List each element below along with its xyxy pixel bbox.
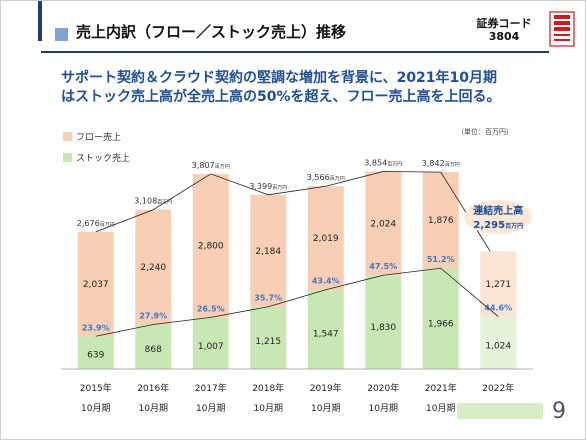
total-value-label: 3,842百万円: [422, 159, 460, 168]
bar-stock: [365, 275, 402, 369]
x-tick-label: 2015年: [80, 382, 112, 394]
bar-flow: [135, 209, 172, 325]
unit-note: （単位：百万円）: [457, 127, 513, 136]
flow-value-label: 2,024: [370, 219, 396, 229]
flow-value-label: 2,184: [255, 247, 281, 257]
flow-value-label: 2,240: [140, 263, 166, 273]
stock-ratio-label: 35.7%: [254, 294, 282, 303]
stock-ratio-label: 43.4%: [312, 277, 340, 286]
bar-stock: [250, 306, 287, 369]
x-tick-label: 2016年: [137, 382, 169, 394]
footer-decoration: [457, 403, 543, 419]
stock-value-label: 639: [87, 350, 104, 360]
revenue-callout-title: 連結売上高: [473, 204, 523, 217]
total-trend-connector: [440, 171, 491, 252]
flow-value-label: 1,271: [485, 280, 511, 290]
stock-value-label: 1,966: [428, 320, 454, 330]
total-value-label: 3,399百万円: [249, 182, 287, 191]
x-tick-label: 2017年: [195, 382, 227, 394]
flow-value-label: 2,019: [313, 234, 339, 244]
x-tick-label: 2018年: [252, 382, 284, 394]
headline-line-2: はストック売上高が全売上高の50%を超え、フロー売上高を上回る。: [61, 89, 501, 105]
revenue-callout-bubble: [464, 200, 533, 234]
stock-ratio-label: 47.5%: [369, 262, 397, 271]
legend-label-flow: フロー売上: [76, 131, 121, 143]
headline-line-1: サポート契約＆クラウド契約の堅調な増加を背景に、2021年10月期: [61, 70, 498, 86]
stock-code-value: 3804: [488, 30, 520, 43]
x-tick-label: 10月期: [81, 403, 110, 414]
stock-ratio-label: 51.2%: [427, 255, 455, 264]
bar-stock: [77, 336, 114, 369]
legend-swatch-flow: [63, 132, 72, 141]
bar-flow: [422, 172, 459, 269]
total-value-label: 2,676百万円: [77, 219, 115, 228]
stock-value-label: 1,215: [255, 337, 281, 347]
x-tick-label: 10月期: [426, 403, 455, 414]
x-tick-label: 2019年: [310, 382, 342, 394]
stock-ratio-label: 44.6%: [484, 304, 512, 313]
stock-code-block: 証券コード 3804: [467, 17, 541, 43]
x-tick-label: 10月期: [139, 403, 168, 414]
bar-flow: [250, 194, 287, 307]
stock-ratio-label: 26.5%: [197, 304, 225, 313]
legend-swatch-stock: [63, 153, 72, 162]
bar-stock: [480, 316, 517, 369]
x-tick-label: 2022年: [482, 382, 514, 394]
stock-value-label: 868: [145, 345, 162, 355]
bar-flow: [77, 231, 114, 337]
stock-code-label: 証券コード: [476, 17, 532, 30]
title-divider: [41, 51, 549, 53]
stock-ratio-label: 23.9%: [82, 323, 110, 332]
headline: サポート契約＆クラウド契約の堅調な増加を背景に、2021年10月期 はストック売…: [61, 69, 561, 107]
bar-flow: [307, 186, 344, 290]
x-tick-label: 2021年: [425, 382, 457, 394]
bar-stock: [192, 317, 229, 369]
revenue-callout-value: 2,295百万円: [473, 220, 523, 231]
total-trend-line: [95, 171, 441, 233]
accent-bar: [38, 1, 42, 41]
x-tick-label: 10月期: [369, 403, 398, 414]
x-tick-label: 10月期: [196, 403, 225, 414]
x-tick-label: 10月期: [254, 403, 283, 414]
stock-value-label: 1,007: [198, 342, 224, 352]
bar-stock: [307, 289, 344, 369]
total-value-label: 3,566百万円: [307, 173, 345, 182]
bar-flow: [192, 173, 229, 318]
x-tick-label: 10月期: [311, 403, 340, 414]
flow-value-label: 2,037: [83, 280, 109, 290]
stock-ratio-label: 27.9%: [139, 312, 167, 321]
stock-value-label: 1,547: [313, 329, 339, 339]
bar-stock: [135, 324, 172, 369]
stock-trend-line: [95, 267, 499, 337]
x-tick-label: 2020年: [367, 382, 399, 394]
total-value-label: 3,854百万円: [364, 158, 402, 167]
total-value-label: 3,807百万円: [192, 161, 230, 170]
bar-flow: [365, 171, 402, 276]
bar-flow: [480, 251, 517, 317]
flow-value-label: 2,800: [198, 242, 224, 252]
bar-stock: [422, 268, 459, 369]
company-logo-icon: [549, 11, 575, 47]
slide-title: 売上内訳（フロー／ストック売上）推移: [76, 23, 347, 41]
page-number: 9: [552, 399, 566, 424]
title-marker-icon: [55, 28, 68, 41]
flow-value-label: 1,876: [428, 216, 454, 226]
stock-value-label: 1,830: [370, 323, 396, 333]
stock-value-label: 1,024: [485, 341, 511, 351]
legend-label-stock: ストック売上: [76, 152, 130, 164]
